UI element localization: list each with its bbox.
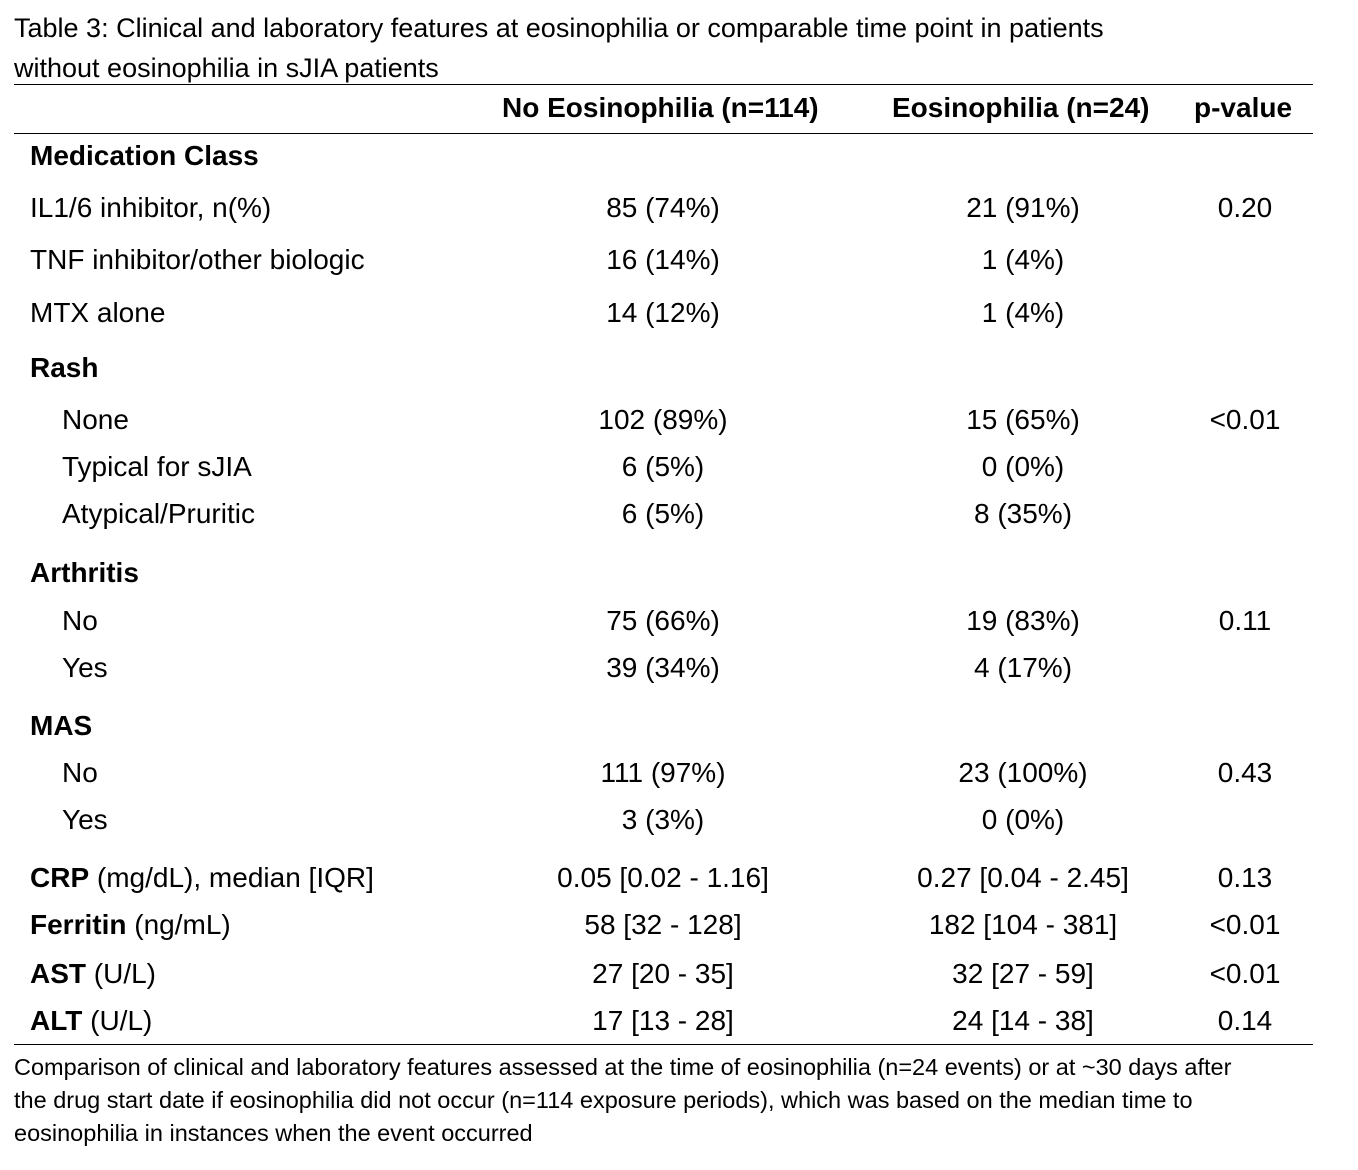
cell-ast-p: <0.01: [1209, 958, 1281, 989]
row-label-mas-no: No: [62, 757, 98, 788]
section-medication-class: Medication Class: [30, 140, 259, 171]
section-rash: Rash: [30, 352, 99, 383]
cell-ferritin-no-eos: 58 [32 - 128]: [584, 909, 742, 940]
cell-rash-p: <0.01: [1209, 404, 1281, 435]
row-label-mas-yes: Yes: [62, 804, 108, 835]
top-rule: [14, 84, 1313, 85]
cell-arthritis-no-no-eos: 75 (66%): [606, 605, 720, 636]
cell-arthritis-p: 0.11: [1218, 605, 1272, 636]
alt-label-unit: (U/L): [82, 1005, 153, 1036]
cell-rash-none-eos: 15 (65%): [966, 404, 1080, 435]
cell-mas-no-eos: 23 (100%): [958, 757, 1088, 788]
crp-label-bold: CRP: [30, 862, 90, 893]
row-label-il16: IL1/6 inhibitor, n(%): [30, 192, 272, 223]
ferritin-label-unit: (ng/mL): [126, 909, 231, 940]
cell-rash-none-no-eos: 102 (89%): [598, 404, 728, 435]
cell-il16-no-eos: 85 (74%): [606, 192, 720, 223]
cell-crp-no-eos: 0.05 [0.02 - 1.16]: [557, 862, 769, 893]
cell-arthritis-yes-no-eos: 39 (34%): [606, 652, 720, 683]
ferritin-label-bold: Ferritin: [30, 909, 127, 940]
row-label-rash-none: None: [62, 404, 129, 435]
bottom-rule: [14, 1044, 1313, 1045]
crp-label-unit: (mg/dL), median [IQR]: [89, 862, 374, 893]
cell-mtx-no-eos: 14 (12%): [606, 297, 720, 328]
cell-ast-eos: 32 [27 - 59]: [952, 958, 1094, 989]
row-label-rash-typical: Typical for sJIA: [62, 451, 252, 482]
cell-il16-eos: 21 (91%): [966, 192, 1080, 223]
ast-label-bold: AST: [30, 958, 86, 989]
cell-alt-eos: 24 [14 - 38]: [952, 1005, 1094, 1036]
row-label-ferritin: Ferritin (ng/mL): [30, 908, 231, 942]
footnote-line-3: eosinophilia in instances when the event…: [14, 1120, 533, 1146]
cell-rash-atypical-eos: 8 (35%): [973, 498, 1073, 529]
alt-label-bold: ALT: [30, 1005, 83, 1036]
row-label-crp: CRP (mg/dL), median [IQR]: [30, 861, 374, 895]
cell-crp-p: 0.13: [1217, 862, 1273, 893]
cell-mas-p: 0.43: [1217, 757, 1273, 788]
cell-rash-atypical-no-eos: 6 (5%): [621, 498, 705, 529]
cell-tnf-no-eos: 16 (14%): [606, 244, 720, 275]
table-footnote: Comparison of clinical and laboratory fe…: [14, 1051, 1334, 1150]
cell-tnf-eos: 1 (4%): [981, 244, 1065, 275]
cell-mas-yes-eos: 0 (0%): [981, 804, 1065, 835]
row-label-ast: AST (U/L): [30, 957, 156, 991]
ast-label-unit: (U/L): [86, 958, 156, 989]
section-arthritis: Arthritis: [30, 557, 139, 588]
section-mas: MAS: [30, 710, 93, 741]
cell-ferritin-eos: 182 [104 - 381]: [928, 909, 1118, 940]
header-eosinophilia: Eosinophilia (n=24): [892, 92, 1150, 123]
row-label-arthritis-yes: Yes: [62, 652, 108, 683]
cell-arthritis-yes-eos: 4 (17%): [973, 652, 1073, 683]
footnote-line-2: the drug start date if eosinophilia did …: [14, 1087, 1193, 1113]
caption-line-2: without eosinophilia in sJIA patients: [14, 53, 439, 83]
row-label-alt: ALT (U/L): [30, 1004, 152, 1038]
header-rule: [14, 133, 1313, 134]
cell-il16-p: 0.20: [1217, 192, 1273, 223]
cell-mtx-eos: 1 (4%): [981, 297, 1065, 328]
cell-rash-typical-no-eos: 6 (5%): [621, 451, 705, 482]
cell-ast-no-eos: 27 [20 - 35]: [592, 958, 734, 989]
cell-mas-no-no-eos: 111 (97%): [600, 757, 726, 788]
row-label-tnf: TNF inhibitor/other biologic: [30, 244, 365, 275]
cell-alt-p: 0.14: [1217, 1005, 1273, 1036]
caption-line-1: Table 3: Clinical and laboratory feature…: [14, 13, 1104, 43]
row-label-arthritis-no: No: [62, 605, 98, 636]
row-label-rash-atypical: Atypical/Pruritic: [62, 498, 255, 529]
row-label-mtx: MTX alone: [30, 297, 166, 328]
header-no-eosinophilia: No Eosinophilia (n=114): [502, 92, 819, 123]
cell-alt-no-eos: 17 [13 - 28]: [592, 1005, 734, 1036]
cell-arthritis-no-eos: 19 (83%): [966, 605, 1080, 636]
header-p-value: p-value: [1194, 92, 1293, 123]
cell-crp-eos: 0.27 [0.04 - 2.45]: [917, 862, 1129, 893]
footnote-line-1: Comparison of clinical and laboratory fe…: [14, 1054, 1232, 1080]
cell-rash-typical-eos: 0 (0%): [981, 451, 1065, 482]
cell-mas-yes-no-eos: 3 (3%): [621, 804, 705, 835]
table-caption: Table 3: Clinical and laboratory feature…: [14, 8, 1314, 88]
cell-ferritin-p: <0.01: [1209, 909, 1281, 940]
